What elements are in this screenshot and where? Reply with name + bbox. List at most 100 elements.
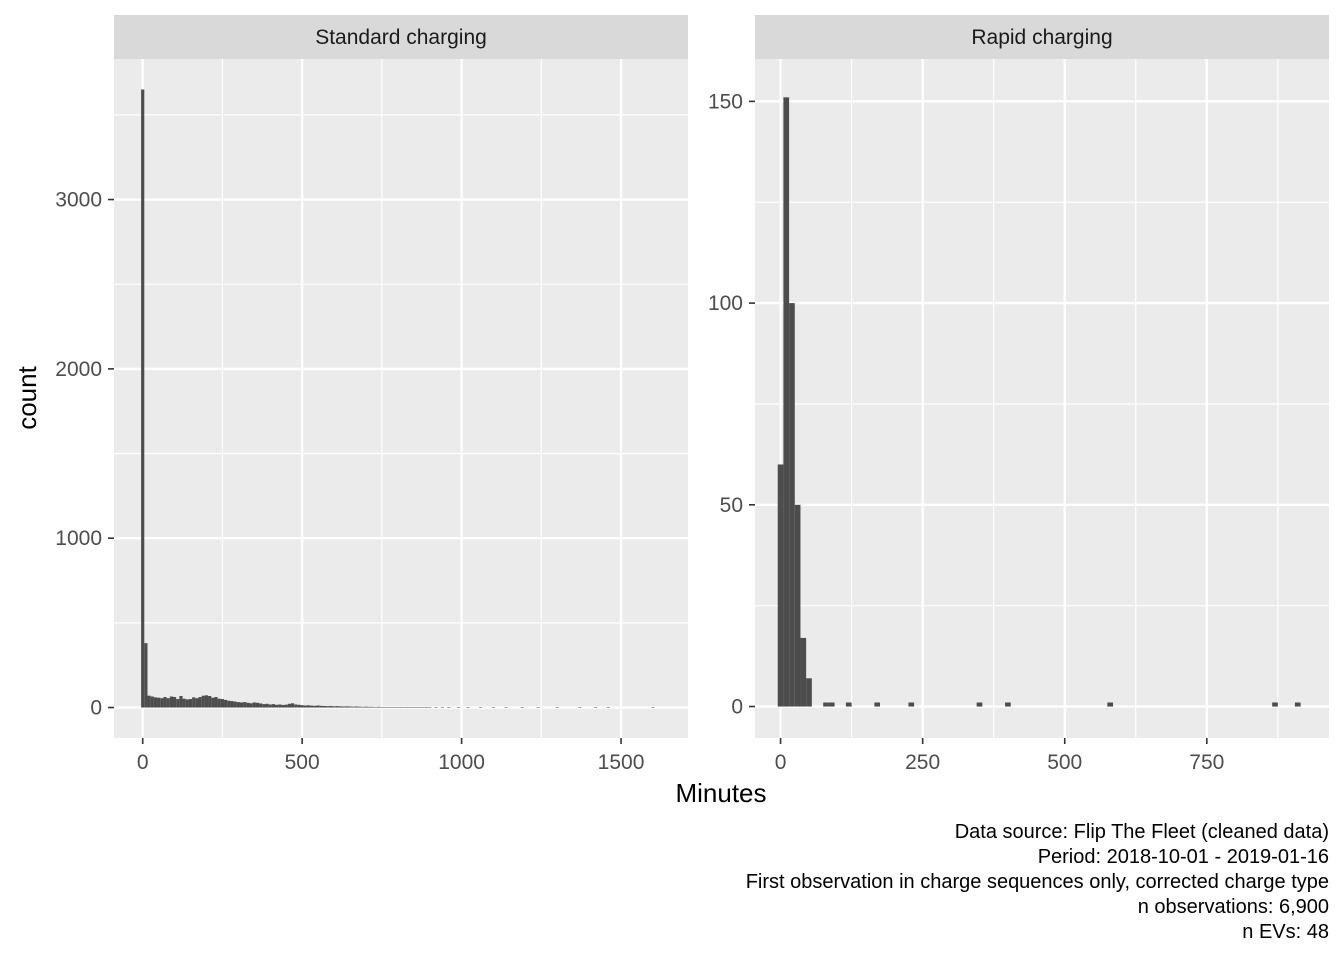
y-tick-label: 100 (708, 292, 743, 315)
x-tick-label: 750 (1189, 751, 1224, 774)
histogram-bar (227, 700, 231, 708)
histogram-bar (367, 706, 371, 708)
histogram-bar (268, 704, 272, 708)
histogram-bar (342, 706, 346, 708)
histogram-bar (265, 703, 269, 708)
histogram-bar (306, 705, 311, 708)
histogram-bar (479, 707, 483, 708)
histogram-bar (287, 703, 291, 708)
histogram-bar (211, 697, 215, 708)
histogram-bar (777, 464, 784, 707)
histogram-bar (415, 707, 419, 708)
caption-line-4: n observations: 6,900 (1137, 896, 1329, 918)
x-tick-label: 0 (137, 751, 149, 774)
histogram-bar (243, 702, 247, 708)
y-tick-label: 2000 (55, 358, 102, 381)
histogram-bar (976, 702, 983, 707)
histogram-bar (800, 637, 807, 707)
histogram-bar (150, 696, 154, 708)
histogram-bar (783, 97, 790, 707)
histogram-bar (239, 702, 244, 708)
histogram-bar (332, 706, 336, 708)
histogram-bar (169, 696, 173, 708)
facet-panel-1: Standard charging 0 500 1000 1500 0 1000 2000 30… (55, 15, 688, 774)
histogram-bar (828, 702, 835, 707)
histogram-bar (284, 704, 288, 708)
histogram-bar (845, 702, 852, 707)
histogram-bar (593, 707, 598, 708)
histogram-bar (198, 697, 202, 708)
histogram-bar (577, 707, 582, 708)
histogram-bar (424, 707, 429, 708)
caption-line-1: Data source: Flip The Fleet (cleaned dat… (954, 821, 1329, 843)
histogram-bar (224, 699, 228, 708)
panel-background (755, 59, 1329, 738)
histogram-bar (262, 704, 266, 708)
histogram-bar (386, 707, 390, 708)
histogram-bar (300, 705, 304, 708)
histogram-bar (345, 706, 349, 708)
histogram-bar (188, 699, 193, 708)
histogram-bar (163, 697, 167, 708)
x-axis-label: Minutes (675, 778, 766, 808)
x-tick-label: 0 (775, 751, 787, 774)
y-tick-label: 3000 (55, 189, 102, 212)
histogram-bar (338, 706, 343, 708)
histogram-bar (408, 707, 413, 708)
histogram-bar (373, 707, 378, 708)
histogram-bar (153, 697, 158, 708)
histogram-bar (399, 707, 403, 708)
histogram-bar (389, 707, 394, 708)
y-tick-label: 0 (90, 697, 102, 720)
histogram-bar (195, 698, 199, 708)
histogram-bar (354, 706, 358, 708)
histogram-bar (357, 706, 362, 708)
histogram-bar (319, 705, 323, 708)
histogram-bar (326, 706, 330, 708)
histogram-bar (361, 706, 365, 708)
facet-panel-2: Rapid charging 0 250 500 750 0 50 100 150 (708, 15, 1329, 774)
facet-strip (755, 15, 1329, 59)
histogram-bar (294, 704, 298, 708)
histogram-bar (220, 699, 225, 708)
histogram-bar (144, 643, 148, 708)
histogram-bar (192, 697, 196, 708)
histogram-bar (201, 695, 205, 708)
histogram-bar (402, 707, 406, 708)
histogram-bar (1272, 702, 1278, 707)
histogram-bar (179, 696, 183, 708)
histogram-bar (147, 695, 151, 708)
histogram-bar (172, 697, 177, 708)
x-tick-label: 250 (905, 751, 940, 774)
x-tick-label: 500 (1047, 751, 1082, 774)
histogram-bar (396, 707, 400, 708)
histogram-bar (491, 707, 496, 708)
histogram-bar (794, 504, 801, 707)
histogram-bar (230, 701, 234, 708)
histogram-bar (204, 695, 209, 708)
histogram-bar (456, 707, 460, 708)
histogram-bar (316, 705, 320, 708)
histogram-bar (520, 707, 524, 708)
x-tick-label: 1500 (598, 751, 645, 774)
histogram-bar (329, 705, 333, 708)
histogram-bar (252, 702, 256, 708)
histogram-bar (176, 699, 180, 708)
histogram-bar (185, 699, 189, 708)
histogram-bar (290, 703, 295, 708)
caption-line-3: First observation in charge sequences on… (745, 871, 1329, 893)
histogram-bar (1107, 702, 1114, 707)
histogram-bar (428, 707, 432, 708)
histogram-bar (412, 707, 416, 708)
histogram-bar (271, 704, 276, 708)
histogram-bar (348, 706, 352, 708)
y-axis-label: count (12, 365, 42, 429)
histogram-bar (504, 707, 508, 708)
histogram-bar (275, 704, 279, 708)
y-tick-label: 50 (720, 494, 743, 517)
histogram-bar (310, 705, 314, 708)
histogram-bar (555, 707, 559, 708)
caption-line-5: n EVs: 48 (1242, 921, 1329, 943)
